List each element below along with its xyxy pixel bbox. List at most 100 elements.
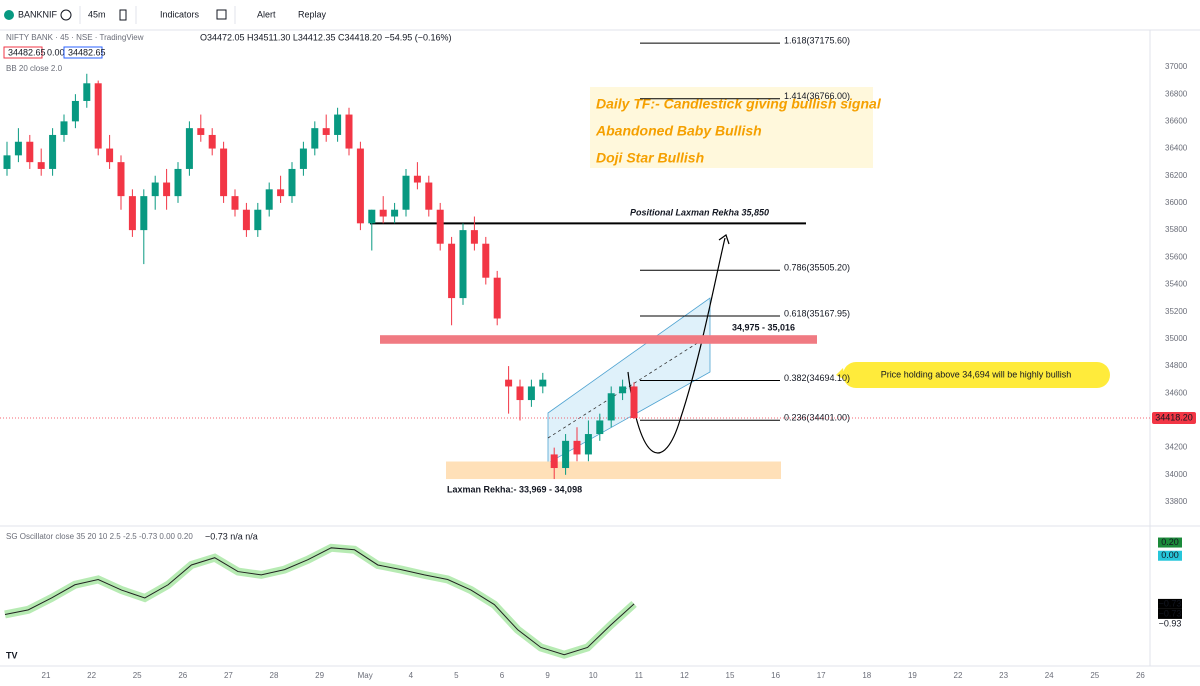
candle-body bbox=[562, 440, 570, 469]
x-tick-label: 18 bbox=[862, 671, 871, 680]
candle-body bbox=[584, 434, 592, 455]
x-tick-label: 17 bbox=[817, 671, 826, 680]
last-price-label: 34418.20 bbox=[1155, 412, 1193, 422]
candle-body bbox=[3, 155, 11, 169]
callout-bubble bbox=[843, 362, 1110, 388]
x-tick-label: 23 bbox=[999, 671, 1008, 680]
candle-body bbox=[14, 141, 22, 156]
symbol[interactable]: BANKNIF bbox=[18, 9, 58, 19]
candle-body bbox=[60, 121, 68, 135]
candle-body bbox=[482, 243, 490, 278]
last-price-tag bbox=[1152, 411, 1196, 424]
candle-body bbox=[436, 209, 444, 244]
candle-body bbox=[630, 386, 638, 418]
candle-body bbox=[49, 134, 57, 169]
note-line: Daily TF:- Candlestick giving bullish si… bbox=[596, 96, 882, 112]
candle-body bbox=[106, 148, 114, 163]
legend-title: NIFTY BANK · 45 · NSE · TradingView bbox=[6, 33, 144, 42]
x-tick-label: 29 bbox=[315, 671, 324, 680]
y-tick-label: 35000 bbox=[1165, 334, 1188, 343]
y-tick-label: 34600 bbox=[1165, 388, 1188, 397]
osc-legend-2: −0.73 n/a n/a bbox=[205, 531, 258, 541]
symbol-icon[interactable] bbox=[4, 10, 14, 20]
fib-label: 1.414(36766.00) bbox=[784, 91, 850, 101]
resistance-label: 34,975 - 35,016 bbox=[732, 322, 795, 332]
interval[interactable]: 45m bbox=[88, 9, 106, 19]
candle-body bbox=[505, 379, 513, 387]
x-tick-label: 26 bbox=[1136, 671, 1145, 680]
channel-midline bbox=[547, 334, 711, 439]
candle-body bbox=[265, 189, 273, 210]
candle-body bbox=[174, 168, 182, 197]
x-tick-label: 21 bbox=[42, 671, 51, 680]
fib-label: 0.382(34694.10) bbox=[784, 373, 850, 383]
candle-body bbox=[607, 393, 615, 421]
alert[interactable]: Alert bbox=[257, 9, 276, 19]
candle-body bbox=[242, 209, 250, 231]
candle-body bbox=[151, 182, 159, 197]
ask: 34482.65 bbox=[68, 47, 106, 57]
osc-axis-box bbox=[1158, 537, 1182, 548]
candle-body bbox=[163, 182, 171, 197]
candle-body bbox=[493, 277, 501, 319]
x-tick-label: 26 bbox=[178, 671, 187, 680]
bid-box[interactable] bbox=[3, 46, 43, 59]
toolbar bbox=[0, 0, 1200, 30]
x-tick-label: 12 bbox=[680, 671, 689, 680]
x-tick-label: 9 bbox=[545, 671, 550, 680]
candle-body bbox=[231, 196, 239, 210]
replay[interactable]: Replay bbox=[298, 9, 327, 19]
candle-body bbox=[425, 182, 433, 210]
osc-axis-box bbox=[1158, 608, 1182, 619]
bb-legend: BB 20 close 2.0 bbox=[6, 64, 63, 73]
x-tick-label: 10 bbox=[589, 671, 598, 680]
add-symbol[interactable] bbox=[60, 9, 72, 21]
osc-band bbox=[4, 543, 637, 659]
candle-body bbox=[117, 162, 125, 197]
x-tick-label: 4 bbox=[409, 671, 414, 680]
y-tick-label: 36200 bbox=[1165, 171, 1188, 180]
x-tick-label: 15 bbox=[726, 671, 735, 680]
candle-body bbox=[220, 148, 228, 197]
candle-body bbox=[596, 420, 604, 435]
y-tick-label: 34800 bbox=[1165, 361, 1188, 370]
arrow-head bbox=[718, 234, 730, 245]
candle-body bbox=[345, 114, 353, 149]
y-tick-label: 34200 bbox=[1165, 443, 1188, 452]
ask-box[interactable] bbox=[63, 46, 103, 59]
candle-body bbox=[26, 141, 34, 163]
y-tick-label: 36600 bbox=[1165, 116, 1188, 125]
candle-body bbox=[368, 209, 376, 224]
y-tick-label: 35800 bbox=[1165, 225, 1188, 234]
candle-body bbox=[334, 114, 342, 135]
y-tick-label: 35400 bbox=[1165, 280, 1188, 289]
indicators[interactable]: Indicators bbox=[160, 9, 200, 19]
osc-axis-label: 0.00 bbox=[1161, 550, 1179, 560]
candle-body bbox=[128, 196, 136, 231]
candle-body bbox=[83, 83, 91, 101]
fib-label: 0.618(35167.95) bbox=[784, 308, 850, 318]
osc-line bbox=[4, 547, 635, 656]
callout-tail bbox=[836, 368, 845, 380]
osc-axis-label: −0.73 bbox=[1159, 608, 1182, 618]
x-tick-label: 22 bbox=[87, 671, 96, 680]
y-tick-label: 36400 bbox=[1165, 144, 1188, 153]
candle-body bbox=[254, 209, 262, 231]
x-tick-label: 6 bbox=[500, 671, 505, 680]
bid: 34482.65 bbox=[8, 47, 46, 57]
y-tick-label: 34000 bbox=[1165, 470, 1188, 479]
resistance-zone bbox=[380, 335, 817, 344]
candle-body bbox=[573, 440, 581, 455]
candle-body bbox=[277, 189, 285, 197]
layouts-icon[interactable] bbox=[216, 9, 227, 20]
y-tick-label: 37000 bbox=[1165, 62, 1188, 71]
candle-body bbox=[527, 386, 535, 401]
note-line: Abandoned Baby Bullish bbox=[595, 123, 762, 139]
x-tick-label: 28 bbox=[270, 671, 279, 680]
positional-label: Positional Laxman Rekha 35,850 bbox=[630, 208, 769, 218]
chart-type-icon[interactable] bbox=[119, 9, 127, 21]
candle-body bbox=[402, 175, 410, 210]
candle-body bbox=[619, 386, 627, 394]
candle-body bbox=[311, 128, 319, 149]
fib-label: 0.236(34401.00) bbox=[784, 413, 850, 423]
